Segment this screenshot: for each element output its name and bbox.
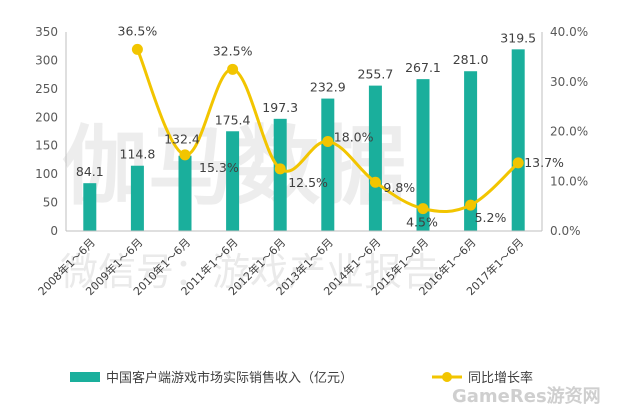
bar-4 <box>273 118 287 231</box>
right-tick-1: 10.0% <box>550 174 588 188</box>
growth-point-7 <box>417 203 429 215</box>
bar-8 <box>464 71 478 231</box>
left-tick-1: 50 <box>43 196 58 210</box>
bar-value-label-0: 84.1 <box>76 164 104 179</box>
bar-value-label-4: 197.3 <box>262 100 298 115</box>
bar-value-label-9: 319.5 <box>500 30 536 45</box>
bar-1 <box>130 165 144 231</box>
growth-point-4 <box>274 163 286 175</box>
growth-point-8 <box>465 199 477 211</box>
bar-value-label-3: 175.4 <box>215 112 251 127</box>
growth-point-3 <box>227 63 239 75</box>
growth-point-1 <box>131 43 143 55</box>
right-tick-3: 30.0% <box>550 75 588 89</box>
legend-label-line: 同比增长率 <box>468 370 533 386</box>
growth-value-label-9: 13.7% <box>524 155 564 170</box>
bar-value-label-1: 114.8 <box>120 147 156 162</box>
growth-point-9 <box>512 157 524 169</box>
bar-0 <box>83 183 97 231</box>
legend-label-bar: 中国客户端游戏市场实际销售收入（亿元） <box>106 370 353 386</box>
left-tick-7: 350 <box>35 25 58 39</box>
bar-3 <box>226 131 240 231</box>
legend-swatch-bar <box>70 372 100 382</box>
bars-layer <box>83 49 525 231</box>
left-tick-0: 0 <box>50 224 58 238</box>
bar-value-label-7: 267.1 <box>405 60 441 75</box>
growth-value-label-6: 9.8% <box>383 180 415 195</box>
bar-9 <box>511 49 525 231</box>
right-tick-4: 40.0% <box>550 25 588 39</box>
bar-2 <box>178 155 192 231</box>
labels-layer: 84.1 114.8 132.4 175.4 197.3 232.9 255.7 267.1 2… <box>76 23 564 229</box>
growth-value-label-2: 15.3% <box>199 160 239 175</box>
growth-value-label-4: 12.5% <box>288 175 328 190</box>
bar-5 <box>321 98 335 231</box>
line-layer <box>131 43 524 215</box>
growth-point-2 <box>179 149 191 161</box>
left-tick-3: 150 <box>35 139 58 153</box>
left-tick-2: 100 <box>35 167 58 181</box>
legend-swatch-marker <box>442 372 452 382</box>
left-tick-6: 300 <box>35 53 58 67</box>
legend: 中国客户端游戏市场实际销售收入（亿元） 同比增长率 <box>70 370 533 386</box>
bar-6 <box>368 85 382 231</box>
watermark-corner: GameRes游资网 <box>452 385 601 407</box>
growth-value-label-8: 5.2% <box>475 210 507 225</box>
bar-7 <box>416 79 430 231</box>
bar-value-label-5: 232.9 <box>310 80 346 95</box>
watermark-wechat: 微信号：游戏产业报告 <box>60 250 440 294</box>
bar-value-label-6: 255.7 <box>358 67 394 82</box>
bar-value-label-2: 132.4 <box>164 132 200 147</box>
growth-value-label-1: 36.5% <box>118 23 158 38</box>
growth-value-label-3: 32.5% <box>213 43 253 58</box>
growth-value-label-5: 18.0% <box>334 129 374 144</box>
right-tick-0: 0.0% <box>550 224 581 238</box>
growth-point-6 <box>369 176 381 188</box>
left-tick-5: 250 <box>35 82 58 96</box>
growth-value-label-7: 4.5% <box>406 215 438 230</box>
bar-value-label-8: 281.0 <box>453 52 489 67</box>
left-tick-4: 200 <box>35 110 58 124</box>
growth-point-5 <box>322 135 334 147</box>
right-tick-2: 20.0% <box>550 125 588 139</box>
